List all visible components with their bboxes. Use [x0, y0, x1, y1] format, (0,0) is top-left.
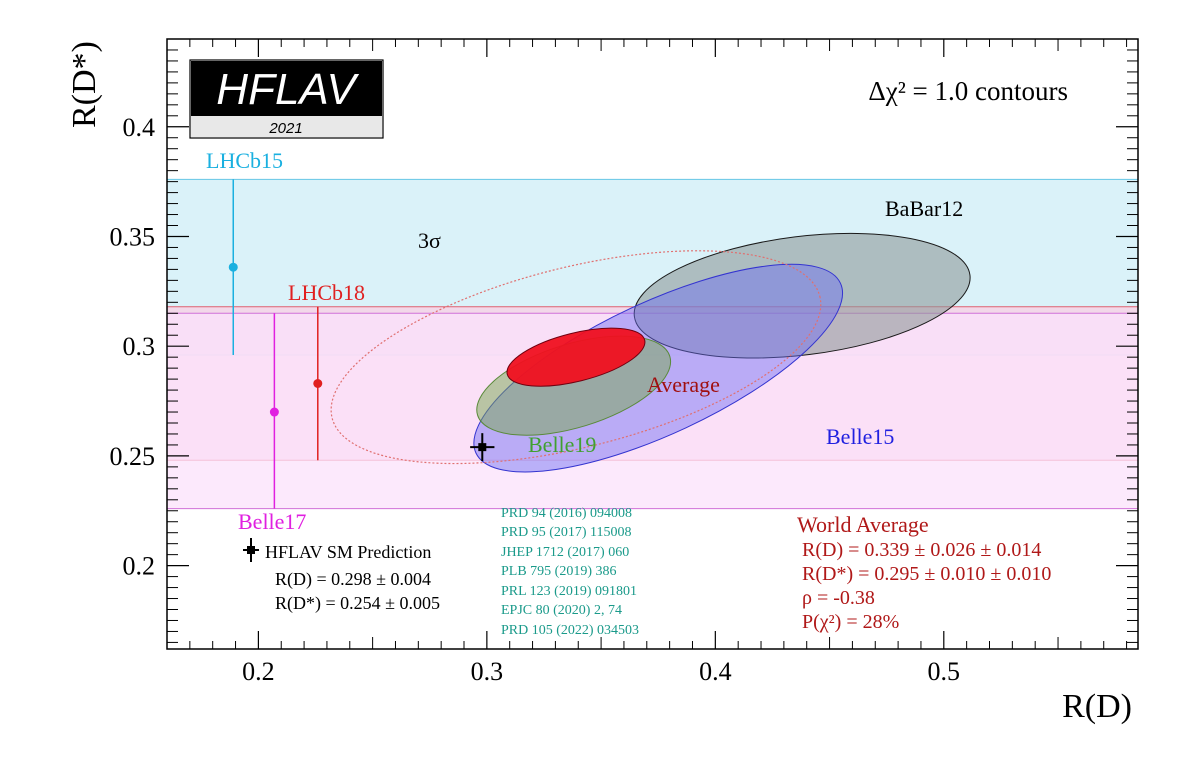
reference-1: PRD 94 (2016) 094008 [501, 506, 632, 521]
point-lhcb18 [313, 378, 323, 388]
sm-legend-rd: R(D) = 0.298 ± 0.004 [275, 569, 431, 590]
plot-frame [166, 38, 1139, 650]
label-3sigma: 3σ [418, 228, 441, 253]
sm-legend-title: HFLAV SM Prediction [265, 542, 431, 562]
world-average-rdstar: R(D*) = 0.295 ± 0.010 ± 0.010 [802, 563, 1051, 585]
reference-7: PRD 105 (2022) 034503 [501, 623, 639, 638]
world-average-title: World Average [797, 512, 929, 537]
reference-3: JHEP 1712 (2017) 060 [501, 545, 629, 560]
x-tick-label: 0.2 [242, 657, 275, 686]
axes: 0.2 0.3 0.4 0.5 0.2 0.25 0.3 0.35 0.4 [110, 39, 1138, 686]
ellipse-3sigma [330, 250, 822, 465]
references: PRD 94 (2016) 094008 PRD 95 (2017) 11500… [501, 506, 639, 638]
y-tick-label: 0.2 [123, 552, 156, 581]
label-lhcb15: LHCb15 [206, 148, 283, 173]
y-tick-label: 0.4 [123, 113, 156, 142]
sm-legend: HFLAV SM Prediction R(D) = 0.298 ± 0.004… [243, 538, 440, 614]
measurement-bands [167, 178, 1138, 510]
point-lhcb15 [228, 262, 238, 272]
label-belle19: Belle19 [528, 432, 596, 457]
contour-note: Δχ² = 1.0 contours [868, 76, 1068, 106]
y-axis-title: R(D*) [66, 41, 103, 128]
world-average-pchi2: P(χ²) = 28% [802, 611, 899, 633]
contour-ellipses [330, 232, 971, 473]
reference-2: PRD 95 (2017) 115008 [501, 525, 632, 540]
x-axis-title: R(D) [1062, 688, 1132, 725]
x-tick-label: 0.4 [699, 657, 732, 686]
y-tick-label: 0.25 [110, 442, 156, 471]
label-average: Average [647, 372, 720, 397]
label-belle15: Belle15 [826, 424, 894, 449]
sm-prediction-point [470, 433, 495, 462]
label-lhcb18: LHCb18 [288, 280, 365, 305]
logo-text: HFLAV [216, 65, 359, 114]
ellipse-babar12 [633, 232, 971, 359]
measurement-points [228, 179, 323, 509]
hflav-logo: HFLAV 2021 [189, 59, 384, 139]
label-babar12: BaBar12 [885, 196, 963, 221]
label-belle17: Belle17 [238, 509, 306, 534]
world-average-rho: ρ = -0.38 [802, 587, 875, 609]
world-average-box: World Average R(D) = 0.339 ± 0.026 ± 0.0… [797, 512, 1051, 633]
reference-6: EPJC 80 (2020) 2, 74 [501, 603, 622, 618]
x-tick-label: 0.5 [928, 657, 961, 686]
y-tick-label: 0.35 [110, 222, 156, 251]
x-tick-label: 0.3 [471, 657, 504, 686]
world-average-rd: R(D) = 0.339 ± 0.026 ± 0.014 [802, 539, 1041, 561]
sm-legend-rdstar: R(D*) = 0.254 ± 0.005 [275, 593, 440, 614]
y-tick-label: 0.3 [123, 332, 156, 361]
logo-year: 2021 [268, 120, 302, 137]
reference-5: PRL 123 (2019) 091801 [501, 584, 637, 599]
ellipse-average [506, 327, 646, 387]
sm-marker [478, 443, 487, 452]
reference-4: PLB 795 (2019) 386 [501, 564, 617, 579]
point-belle17 [269, 407, 279, 417]
